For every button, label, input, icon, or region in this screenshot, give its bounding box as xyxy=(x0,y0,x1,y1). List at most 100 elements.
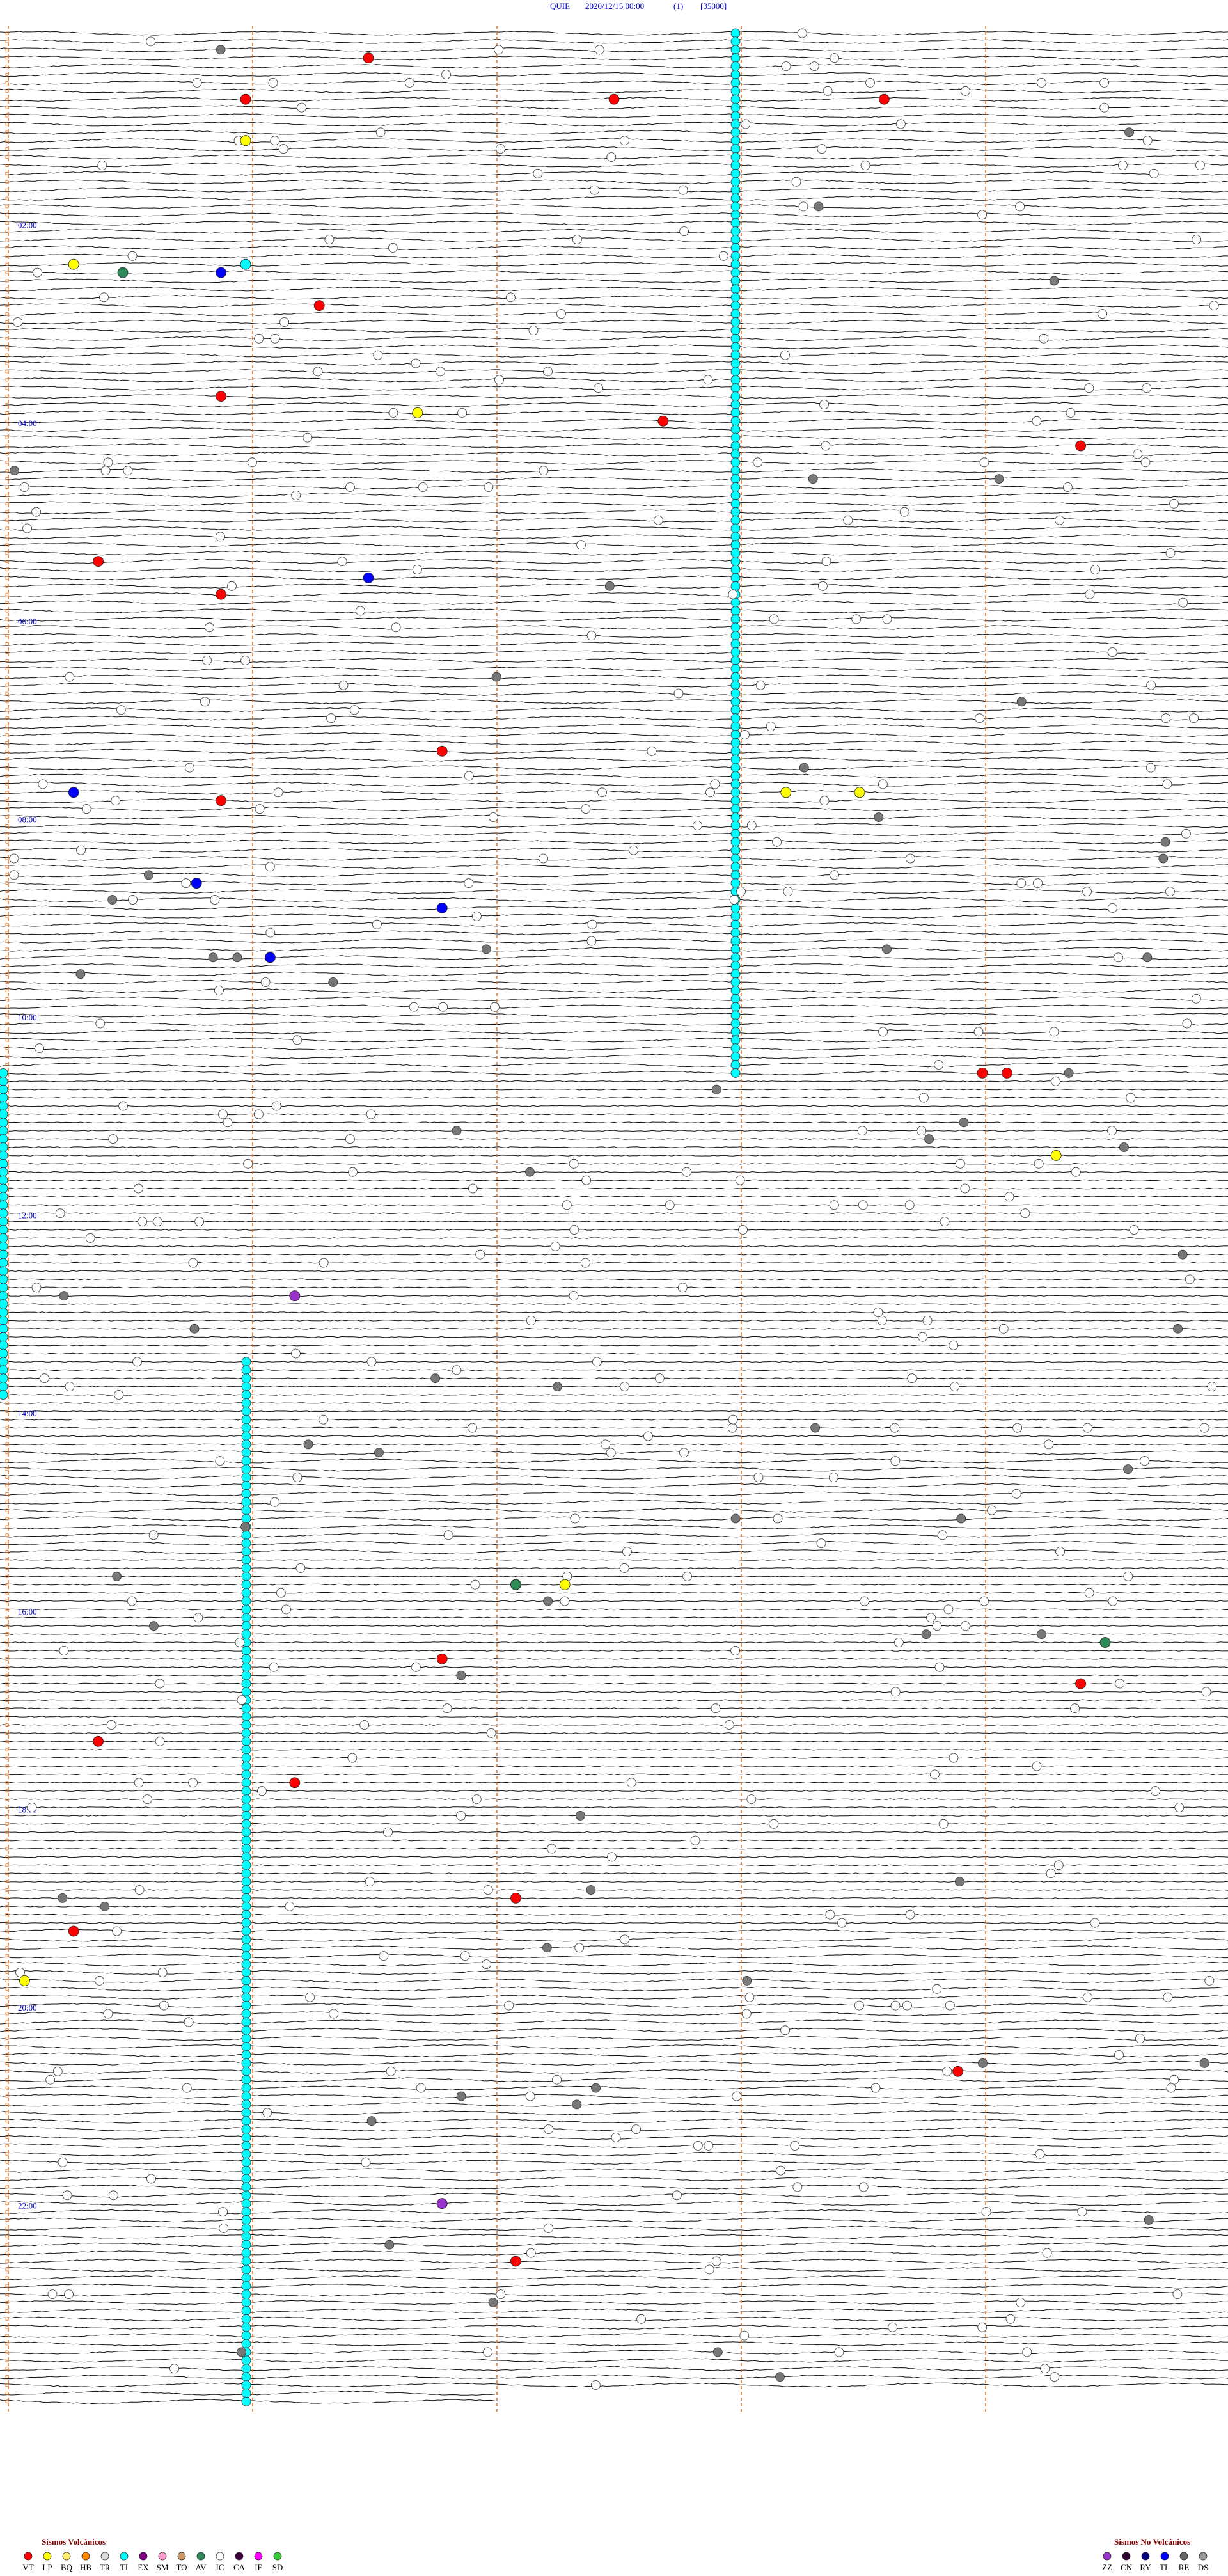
event-marker xyxy=(730,606,741,616)
hour-label: 14:00 xyxy=(18,1409,37,1418)
trace xyxy=(0,1105,1228,1107)
trace xyxy=(0,270,1228,275)
event-marker xyxy=(730,622,741,633)
event-marker xyxy=(241,1934,251,1945)
event-marker xyxy=(241,2034,251,2044)
event-marker xyxy=(769,1819,779,1829)
trace xyxy=(0,1699,1228,1702)
event-marker xyxy=(241,1390,251,1400)
trace xyxy=(0,814,1228,820)
row-marker xyxy=(5,1756,9,1760)
trace xyxy=(0,732,1228,738)
row-marker xyxy=(5,2003,9,2007)
event-marker xyxy=(281,1604,291,1615)
event-marker xyxy=(81,804,91,814)
event-marker xyxy=(241,2289,251,2300)
trace xyxy=(0,1443,1228,1446)
event-marker xyxy=(586,631,597,641)
event-marker xyxy=(1012,1423,1023,1433)
event-marker xyxy=(1140,457,1151,468)
event-marker xyxy=(829,1200,839,1210)
event-marker xyxy=(730,812,741,822)
trace xyxy=(0,476,1228,482)
event-marker xyxy=(857,1126,867,1136)
event-marker xyxy=(1199,2058,1209,2068)
event-marker xyxy=(192,77,202,88)
event-marker xyxy=(647,746,657,756)
event-marker xyxy=(0,1241,8,1251)
event-marker xyxy=(262,2108,272,2118)
event-marker xyxy=(1119,1142,1129,1152)
row-marker xyxy=(5,2367,9,2371)
trace xyxy=(0,1822,1228,1825)
trace xyxy=(0,2126,1228,2132)
trace xyxy=(0,2044,1228,2050)
row-marker xyxy=(5,477,9,480)
event-marker xyxy=(270,1497,280,1507)
trace xyxy=(0,913,1228,919)
trace xyxy=(0,435,1228,440)
event xyxy=(240,135,251,146)
trace xyxy=(0,1516,1228,1521)
event-marker xyxy=(270,333,280,344)
event-marker xyxy=(730,557,741,566)
legend-swatch xyxy=(1141,2552,1150,2561)
event-marker xyxy=(494,375,504,385)
row-marker xyxy=(5,1657,9,1661)
event-marker xyxy=(486,1728,496,1738)
event-marker xyxy=(956,1513,966,1524)
legend-code: IF xyxy=(255,2563,262,2572)
event-marker xyxy=(241,1662,251,1672)
event-marker xyxy=(1189,713,1199,723)
event-marker xyxy=(851,614,862,624)
trace xyxy=(0,361,1228,366)
event-marker xyxy=(977,2322,988,2332)
trace xyxy=(0,2110,1228,2115)
row-marker xyxy=(5,857,9,860)
trace xyxy=(0,897,1228,903)
event-marker xyxy=(97,160,107,170)
event-marker xyxy=(241,1613,251,1623)
trace xyxy=(0,608,1228,613)
event-marker xyxy=(1108,1596,1118,1606)
event-marker xyxy=(52,2066,63,2076)
trace xyxy=(0,1474,1228,1480)
trace xyxy=(0,1138,1228,1140)
row-marker xyxy=(5,386,9,390)
row-marker xyxy=(5,419,9,423)
event-marker xyxy=(1133,449,1143,459)
hour-label: 20:00 xyxy=(18,2003,37,2012)
event-marker xyxy=(711,1084,721,1094)
event-marker xyxy=(241,1918,251,1928)
event-marker xyxy=(0,1076,8,1086)
row-marker xyxy=(5,799,9,803)
event-marker xyxy=(241,1753,251,1763)
event-marker xyxy=(854,2000,864,2011)
event-marker xyxy=(955,1158,965,1169)
trace xyxy=(0,1499,1228,1505)
event-marker xyxy=(1174,1803,1185,1812)
trace xyxy=(0,303,1228,308)
trace xyxy=(0,683,1228,688)
trace xyxy=(0,1765,1228,1767)
event-marker xyxy=(144,870,154,880)
trace xyxy=(0,228,1228,234)
event-marker xyxy=(730,614,741,624)
event-marker xyxy=(730,540,741,550)
event-marker xyxy=(533,168,543,178)
event-marker xyxy=(1173,1324,1183,1334)
legend-code: CA xyxy=(233,2563,246,2572)
event-marker xyxy=(730,201,741,212)
row-marker xyxy=(5,989,9,992)
event-marker xyxy=(303,1439,313,1450)
row-marker xyxy=(5,40,9,43)
trace xyxy=(0,1978,1228,1984)
trace xyxy=(0,427,1228,432)
trace xyxy=(0,740,1228,746)
event-marker xyxy=(226,581,237,591)
row-marker xyxy=(5,914,9,918)
event-marker xyxy=(528,326,539,335)
hour-label: 08:00 xyxy=(18,814,37,824)
event-marker xyxy=(55,1208,65,1219)
event-marker xyxy=(730,663,741,674)
